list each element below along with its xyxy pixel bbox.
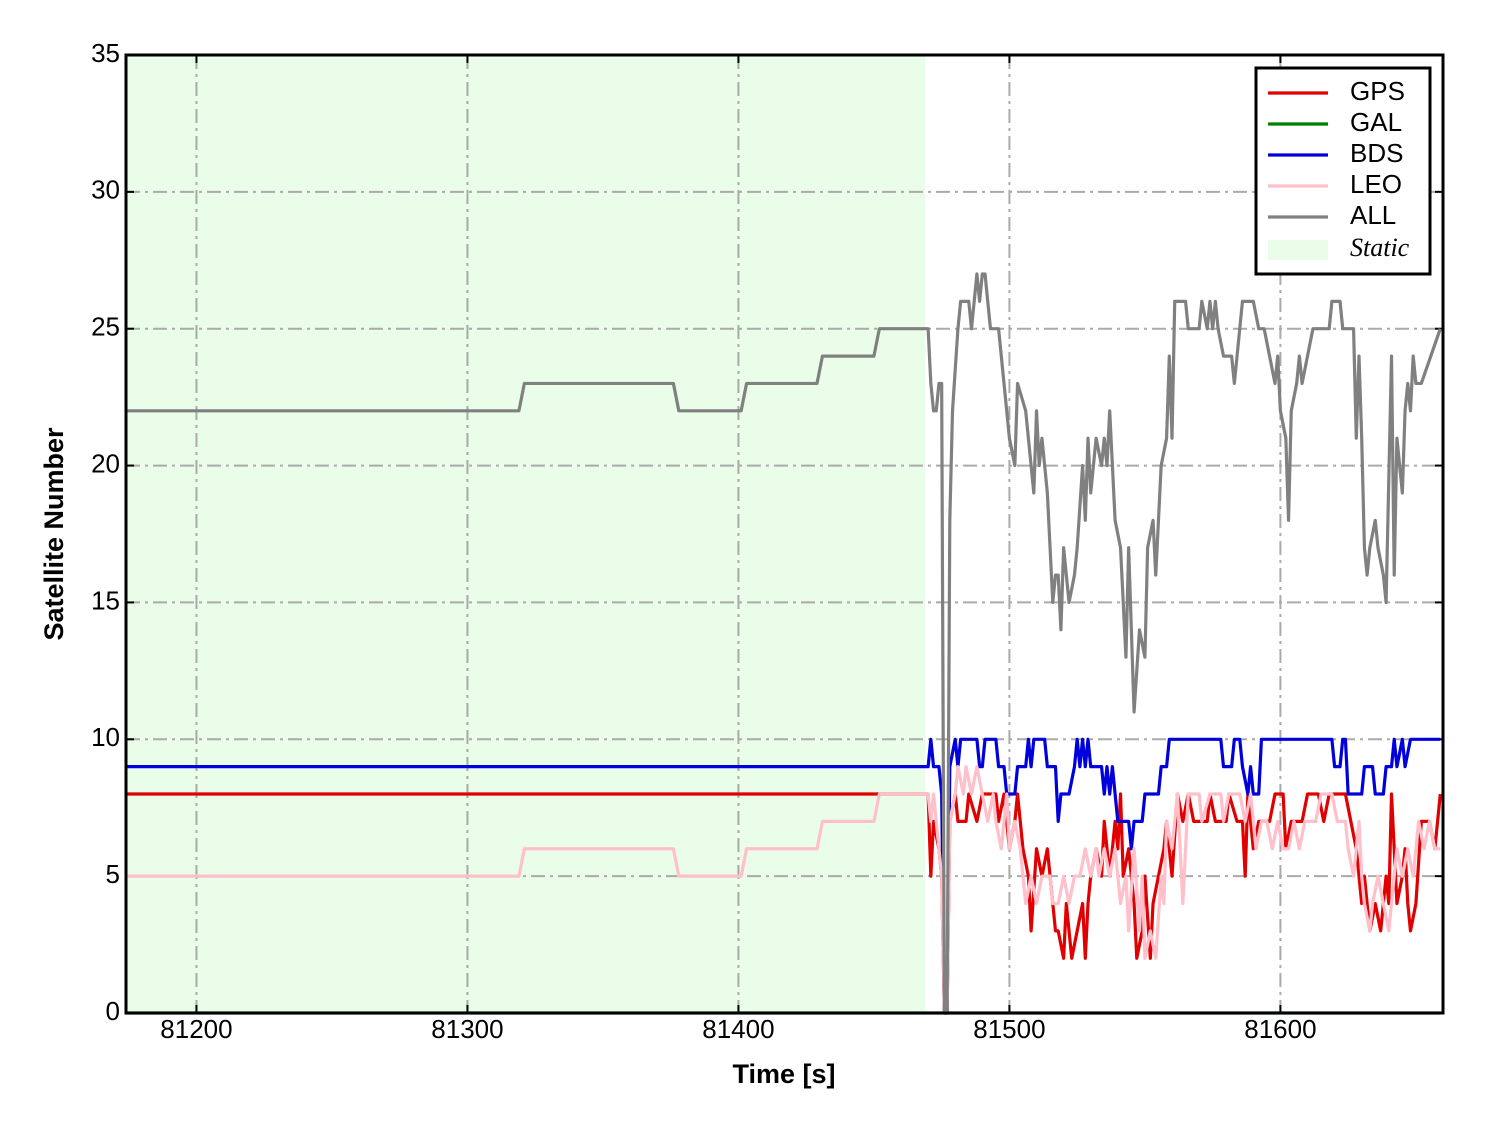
static-region (126, 55, 926, 1013)
legend-label: Static (1350, 233, 1410, 262)
y-tick-label: 30 (91, 175, 120, 205)
legend-label: ALL (1350, 200, 1396, 230)
x-tick-label: 81600 (1244, 1014, 1316, 1044)
x-axis-label: Time [s] (732, 1059, 835, 1089)
plot-frame (124, 53, 1445, 1015)
x-tick-label: 81200 (160, 1014, 232, 1044)
y-tick-label: 25 (91, 312, 120, 342)
series-line (126, 765, 1441, 1015)
legend-swatch (1268, 240, 1328, 260)
legend-label: GPS (1350, 76, 1405, 106)
x-tick-label: 81500 (973, 1014, 1045, 1044)
legend-label: LEO (1350, 169, 1402, 199)
y-tick-label: 10 (91, 722, 120, 752)
x-tick-label: 81300 (431, 1014, 503, 1044)
series-line (126, 737, 1441, 1015)
legend-label: BDS (1350, 138, 1403, 168)
y-tick-label: 20 (91, 448, 120, 478)
legend-label: GAL (1350, 107, 1402, 137)
y-tick-label: 5 (106, 859, 120, 889)
legend-box (1254, 66, 1432, 276)
y-tick-label: 35 (91, 38, 120, 68)
y-tick-label: 15 (91, 585, 120, 615)
y-axis-label: Satellite Number (39, 427, 69, 641)
y-tick-label: 0 (106, 996, 120, 1026)
x-tick-label: 81400 (702, 1014, 774, 1044)
series-line (126, 272, 1442, 1015)
